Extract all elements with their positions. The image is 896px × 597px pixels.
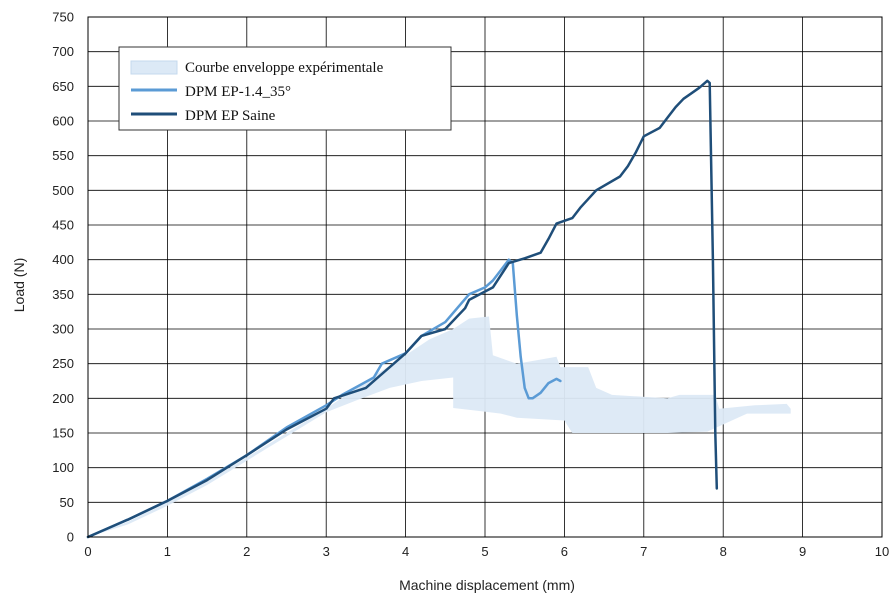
legend-label-dpm-ep-1-4-35: DPM EP-1.4_35° [185,84,291,100]
x-tick-label: 7 [640,544,647,559]
envelope-area-group [88,316,791,537]
y-tick-label: 50 [60,495,74,510]
envelope-area [88,316,791,537]
y-tick-label: 300 [52,322,74,337]
y-tick-label: 600 [52,114,74,129]
y-tick-label: 650 [52,79,74,94]
x-tick-label: 1 [164,544,171,559]
axes [87,16,883,538]
y-tick-label: 0 [67,530,74,545]
y-tick-label: 500 [52,183,74,198]
x-tick-label: 10 [875,544,889,559]
y-tick-label: 450 [52,218,74,233]
y-tick-label: 400 [52,252,74,267]
y-tick-label: 550 [52,148,74,163]
y-tick-label: 700 [52,44,74,59]
series-lines [86,79,719,539]
x-tick-label: 8 [720,544,727,559]
x-tick-label: 4 [402,544,409,559]
legend-label-dpm-ep-saine: DPM EP Saine [185,108,276,124]
y-tick-label: 100 [52,460,74,475]
x-tick-label: 0 [84,544,91,559]
legend: Courbe enveloppe expérimentale DPM EP-1.… [118,46,452,131]
y-tick-label: 150 [52,426,74,441]
y-tick-label: 350 [52,287,74,302]
x-tick-label: 5 [481,544,488,559]
x-axis-title: Machine displacement (mm) [399,577,575,593]
y-axis-title: Load (N) [11,258,27,312]
plot-area-border [87,16,883,538]
tick-labels: 0 1 2 3 4 5 6 7 8 9 100501001502002503003504004505… [52,10,889,560]
x-tick-label: 6 [561,544,568,559]
x-tick-label: 9 [799,544,806,559]
y-tick-label: 200 [52,391,74,406]
y-tick-label: 750 [52,10,74,25]
y-tick-label: 250 [52,356,74,371]
legend-label-envelope: Courbe enveloppe expérimentale [185,60,384,76]
legend-swatch-envelope [130,60,178,75]
x-tick-label: 2 [243,544,250,559]
x-tick-label: 3 [323,544,330,559]
series-line-dpm-ep-saine [86,79,719,539]
